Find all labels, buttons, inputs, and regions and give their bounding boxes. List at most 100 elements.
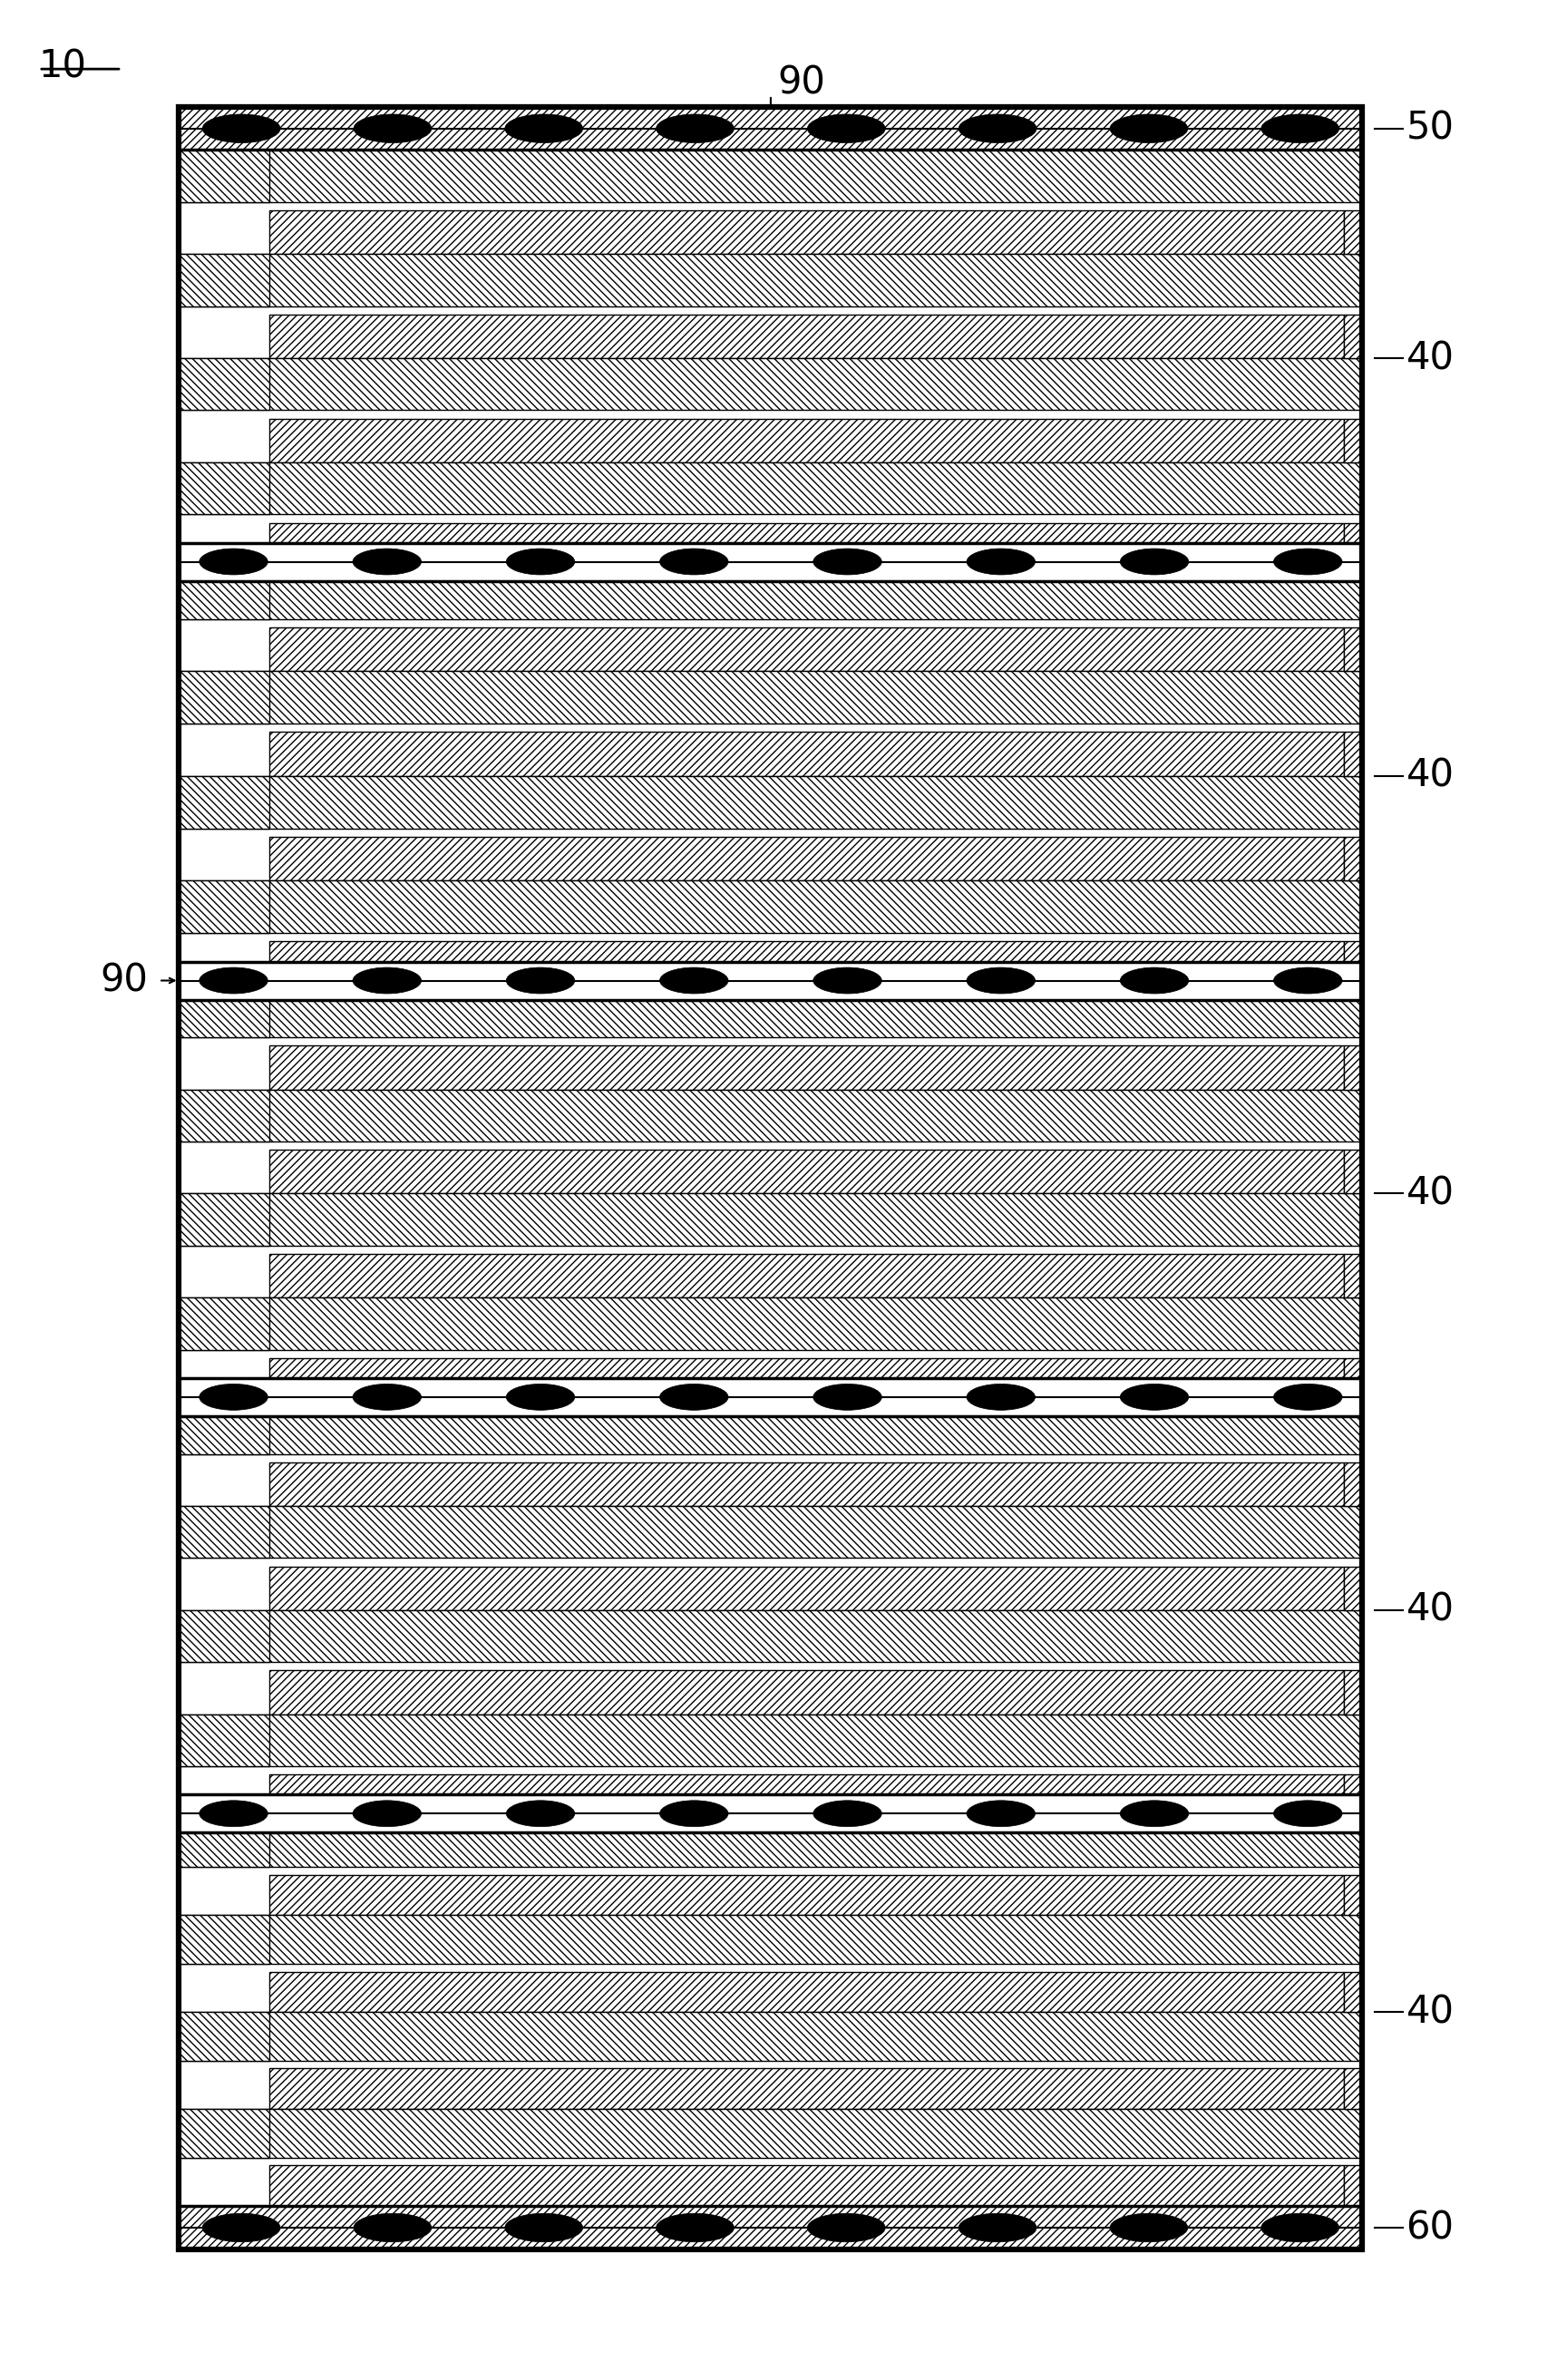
Bar: [179, 671, 1362, 724]
Bar: [179, 2206, 1362, 2249]
Polygon shape: [179, 2013, 269, 2061]
Ellipse shape: [353, 2213, 431, 2242]
Bar: [179, 107, 1362, 150]
Polygon shape: [179, 1916, 269, 1963]
Polygon shape: [1344, 1566, 1362, 1611]
Bar: [179, 1402, 1362, 1454]
Polygon shape: [179, 1818, 269, 1866]
Polygon shape: [1344, 1875, 1362, 1916]
Ellipse shape: [353, 1383, 422, 1409]
Bar: [269, 1461, 1344, 1507]
Bar: [179, 150, 1362, 202]
Bar: [179, 776, 1362, 828]
Polygon shape: [1344, 314, 1362, 357]
Polygon shape: [1344, 1045, 1362, 1090]
Polygon shape: [1344, 628, 1362, 671]
Bar: [269, 314, 1344, 357]
Bar: [269, 209, 1344, 255]
Ellipse shape: [353, 114, 431, 143]
Bar: [179, 543, 1362, 581]
Polygon shape: [179, 1297, 269, 1349]
Bar: [269, 1775, 1344, 1818]
Ellipse shape: [1119, 547, 1188, 574]
Text: 90: 90: [100, 962, 148, 1000]
Ellipse shape: [1119, 1799, 1188, 1828]
Text: 40: 40: [1406, 1994, 1454, 2033]
Ellipse shape: [660, 1799, 729, 1828]
Polygon shape: [179, 462, 269, 514]
Polygon shape: [179, 566, 269, 619]
Polygon shape: [179, 671, 269, 724]
Bar: [179, 985, 1362, 1038]
Ellipse shape: [1274, 1383, 1342, 1409]
Text: 40: 40: [1406, 338, 1454, 376]
Polygon shape: [1344, 2166, 1362, 2206]
Ellipse shape: [967, 966, 1035, 995]
Bar: [269, 942, 1344, 985]
Text: 40: 40: [1406, 1176, 1454, 1214]
Polygon shape: [1344, 209, 1362, 255]
Polygon shape: [179, 255, 269, 307]
Ellipse shape: [199, 1799, 268, 1828]
Ellipse shape: [660, 966, 729, 995]
Bar: [179, 1090, 1362, 1142]
Ellipse shape: [199, 1383, 268, 1409]
Polygon shape: [1344, 1461, 1362, 1507]
Ellipse shape: [506, 1383, 575, 1409]
Ellipse shape: [504, 114, 582, 143]
Ellipse shape: [660, 1383, 729, 1409]
Ellipse shape: [967, 1799, 1035, 1828]
Bar: [269, 1671, 1344, 1714]
Polygon shape: [179, 985, 269, 1038]
Bar: [269, 1971, 1344, 2013]
Bar: [269, 2068, 1344, 2109]
Bar: [179, 2013, 1362, 2061]
Bar: [179, 107, 1362, 2249]
Bar: [179, 1297, 1362, 1349]
Polygon shape: [179, 150, 269, 202]
Bar: [179, 1378, 1362, 1416]
Polygon shape: [179, 357, 269, 409]
Bar: [269, 1254, 1344, 1297]
Bar: [179, 2109, 1362, 2159]
Ellipse shape: [813, 1383, 881, 1409]
Ellipse shape: [808, 114, 886, 143]
Ellipse shape: [202, 114, 280, 143]
Ellipse shape: [199, 547, 268, 574]
Bar: [269, 1150, 1344, 1195]
Ellipse shape: [660, 547, 729, 574]
Ellipse shape: [506, 966, 575, 995]
Polygon shape: [1344, 1150, 1362, 1195]
Ellipse shape: [1261, 114, 1339, 143]
Ellipse shape: [655, 2213, 733, 2242]
Ellipse shape: [959, 2213, 1037, 2242]
Polygon shape: [1344, 942, 1362, 985]
Bar: [269, 1359, 1344, 1402]
Ellipse shape: [1274, 547, 1342, 574]
Polygon shape: [1344, 1775, 1362, 1818]
Bar: [179, 1714, 1362, 1766]
Polygon shape: [179, 881, 269, 933]
Polygon shape: [1344, 838, 1362, 881]
Polygon shape: [179, 1195, 269, 1245]
Ellipse shape: [1110, 114, 1188, 143]
Text: 40: 40: [1406, 1590, 1454, 1628]
Ellipse shape: [655, 114, 733, 143]
Polygon shape: [179, 1507, 269, 1559]
Bar: [269, 1566, 1344, 1611]
Ellipse shape: [813, 547, 881, 574]
Bar: [179, 462, 1362, 514]
Bar: [269, 838, 1344, 881]
Polygon shape: [1344, 2068, 1362, 2109]
Polygon shape: [1344, 524, 1362, 566]
Text: 60: 60: [1406, 2209, 1454, 2247]
Bar: [179, 566, 1362, 619]
Ellipse shape: [199, 966, 268, 995]
Bar: [179, 1609, 1362, 1661]
Polygon shape: [179, 2109, 269, 2159]
Ellipse shape: [808, 2213, 886, 2242]
Bar: [179, 881, 1362, 933]
Polygon shape: [179, 1402, 269, 1454]
Polygon shape: [179, 1090, 269, 1142]
Polygon shape: [1344, 1359, 1362, 1402]
